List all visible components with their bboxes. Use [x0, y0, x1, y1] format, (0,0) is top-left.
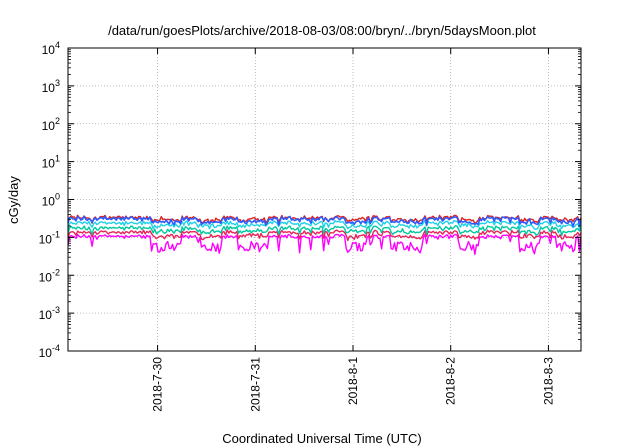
series-line [67, 233, 582, 256]
series-line [67, 229, 582, 242]
series-line [67, 219, 582, 231]
y-tick-label: 103 [42, 78, 60, 95]
y-tick-label: 101 [42, 154, 60, 171]
x-tick-label: 2018-7-31 [248, 357, 262, 412]
x-tick-label: 2018-7-30 [151, 357, 165, 412]
y-tick-label: 102 [42, 116, 60, 133]
y-axis-label: cGy/day [6, 176, 21, 224]
x-tick-label: 2018-8-3 [541, 357, 555, 405]
x-tick-label: 2018-8-1 [346, 357, 360, 405]
x-tick-label: 2018-8-2 [444, 357, 458, 405]
series-line [67, 215, 582, 228]
chart-title: /data/run/goesPlots/archive/2018-08-03/0… [108, 23, 536, 38]
y-tick-label: 10-1 [39, 229, 60, 246]
series-line [67, 225, 582, 237]
y-axis: 104 103 102 101 100 10-1 10-2 10-3 10-4 [39, 40, 581, 360]
series-layer [67, 214, 582, 256]
x-axis-label: Coordinated Universal Time (UTC) [222, 431, 421, 446]
plot-frame [67, 47, 582, 352]
y-tick-label: 10-2 [39, 267, 60, 284]
y-tick-label: 100 [42, 192, 60, 209]
x-axis: 2018-7-30 2018-7-31 2018-8-1 2018-8-2 2018-8… [151, 48, 555, 412]
y-tick-label: 104 [42, 40, 60, 57]
y-tick-label: 10-4 [39, 343, 60, 360]
grid [68, 48, 581, 351]
y-tick-label: 10-3 [39, 305, 60, 322]
